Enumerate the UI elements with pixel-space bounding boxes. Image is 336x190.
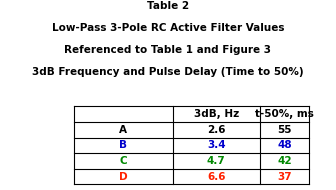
Text: 48: 48 — [277, 140, 292, 150]
Text: 42: 42 — [277, 156, 292, 166]
Text: 37: 37 — [277, 172, 292, 181]
Text: B: B — [119, 140, 127, 150]
Text: 3dB, Hz: 3dB, Hz — [194, 109, 239, 119]
Text: 4.7: 4.7 — [207, 156, 225, 166]
Text: C: C — [120, 156, 127, 166]
Text: Referenced to Table 1 and Figure 3: Referenced to Table 1 and Figure 3 — [65, 45, 271, 55]
Text: 3.4: 3.4 — [207, 140, 225, 150]
Text: D: D — [119, 172, 128, 181]
Text: t-50%, ms: t-50%, ms — [255, 109, 314, 119]
Text: 55: 55 — [277, 125, 292, 135]
Text: Low-Pass 3-Pole RC Active Filter Values: Low-Pass 3-Pole RC Active Filter Values — [52, 23, 284, 33]
Text: 3dB Frequency and Pulse Delay (Time to 50%): 3dB Frequency and Pulse Delay (Time to 5… — [32, 66, 304, 77]
Text: Table 2: Table 2 — [147, 1, 189, 11]
Text: 2.6: 2.6 — [207, 125, 225, 135]
Text: A: A — [119, 125, 127, 135]
Text: 6.6: 6.6 — [207, 172, 225, 181]
